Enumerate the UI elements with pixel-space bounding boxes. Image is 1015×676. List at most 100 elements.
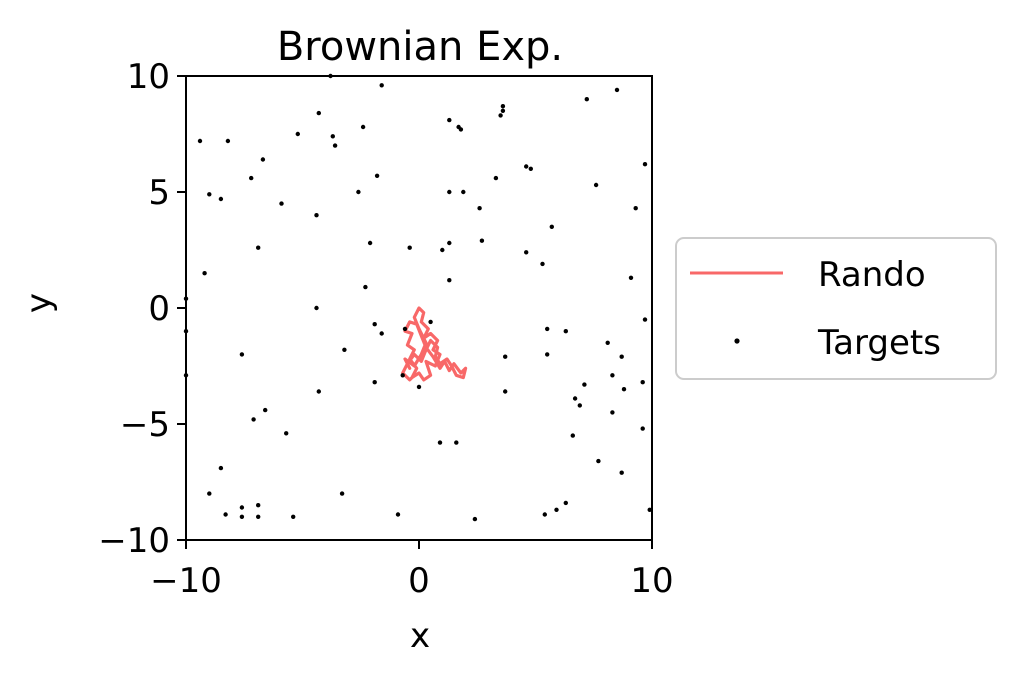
target-point xyxy=(542,512,547,517)
target-point xyxy=(249,175,254,181)
chart-title: Brownian Exp. xyxy=(277,24,563,70)
target-point xyxy=(447,278,452,283)
target-point xyxy=(447,189,452,195)
target-point xyxy=(374,173,380,178)
target-point xyxy=(447,117,452,123)
target-point xyxy=(402,326,408,332)
target-point xyxy=(549,224,554,229)
target-point xyxy=(207,192,212,197)
target-point xyxy=(218,196,224,202)
target-point xyxy=(239,505,245,510)
series-rando-line xyxy=(401,306,468,382)
x-axis-label: x xyxy=(410,616,430,656)
target-point xyxy=(610,410,615,415)
axis-ticks: −10 0 10 10 5 0 −5 −10 xyxy=(98,57,673,601)
target-point xyxy=(437,440,443,445)
target-point xyxy=(619,470,624,475)
target-point xyxy=(207,491,212,496)
target-point xyxy=(640,380,645,385)
target-point xyxy=(503,389,508,394)
target-point xyxy=(197,138,203,144)
target-point xyxy=(316,389,321,394)
target-point xyxy=(596,458,601,464)
target-point xyxy=(291,514,296,519)
target-point xyxy=(363,284,368,290)
target-point xyxy=(577,403,582,408)
target-point xyxy=(279,201,284,206)
target-point xyxy=(263,407,268,413)
target-point xyxy=(524,164,529,169)
target-point xyxy=(316,110,321,116)
target-point xyxy=(295,131,300,137)
target-point xyxy=(628,275,634,280)
target-point xyxy=(400,373,405,378)
target-point xyxy=(563,500,568,506)
y-tick-label: −5 xyxy=(120,405,170,445)
target-point xyxy=(621,387,627,392)
target-point xyxy=(223,512,228,517)
target-point xyxy=(284,431,289,436)
legend: Rando Targets xyxy=(675,237,997,380)
target-point xyxy=(447,240,452,246)
target-point xyxy=(563,329,568,334)
y-tick-label: −10 xyxy=(98,521,170,561)
target-point xyxy=(202,271,207,276)
target-point xyxy=(314,305,319,311)
y-tick-label: 10 xyxy=(127,57,170,97)
target-point xyxy=(593,182,599,188)
target-point xyxy=(545,352,550,357)
target-point xyxy=(256,514,261,519)
target-point xyxy=(342,347,347,352)
legend-label-targets: Targets xyxy=(817,323,941,363)
target-point xyxy=(572,396,578,401)
target-point xyxy=(379,83,384,88)
target-point xyxy=(356,189,361,195)
target-point xyxy=(260,157,266,162)
target-point xyxy=(584,97,589,102)
target-point xyxy=(332,143,338,148)
target-point xyxy=(372,322,377,327)
target-point xyxy=(554,507,559,512)
target-point xyxy=(251,417,256,422)
target-point xyxy=(540,261,545,267)
target-point xyxy=(225,138,231,144)
target-point xyxy=(256,245,261,250)
target-point xyxy=(372,380,377,385)
target-point xyxy=(633,206,638,211)
target-point xyxy=(367,240,373,246)
target-point xyxy=(479,238,485,243)
target-point xyxy=(379,331,384,336)
target-point xyxy=(570,433,575,438)
target-point xyxy=(330,134,335,139)
target-point xyxy=(642,317,648,322)
target-point xyxy=(395,512,401,517)
legend-swatch-targets xyxy=(734,338,740,344)
target-point xyxy=(545,326,550,332)
target-point xyxy=(477,206,482,211)
target-point xyxy=(239,514,245,519)
target-point xyxy=(314,213,319,218)
target-point xyxy=(500,104,506,109)
target-point xyxy=(528,166,533,171)
target-point xyxy=(472,516,478,522)
target-point xyxy=(256,503,261,508)
target-point xyxy=(524,250,529,255)
target-point xyxy=(218,465,224,471)
target-point xyxy=(360,124,366,130)
target-point xyxy=(640,426,645,431)
target-point xyxy=(610,373,615,378)
target-point xyxy=(493,175,499,181)
x-tick-label: −10 xyxy=(150,561,222,601)
target-point xyxy=(239,352,245,357)
target-point xyxy=(498,113,503,118)
target-point xyxy=(454,440,459,445)
target-point xyxy=(500,108,506,114)
target-point xyxy=(605,340,610,345)
target-point xyxy=(647,507,652,512)
target-point xyxy=(461,189,466,195)
y-tick-label: 0 xyxy=(148,289,170,329)
target-point xyxy=(428,319,433,325)
target-point xyxy=(440,247,445,253)
legend-label-rando: Rando xyxy=(818,255,926,295)
